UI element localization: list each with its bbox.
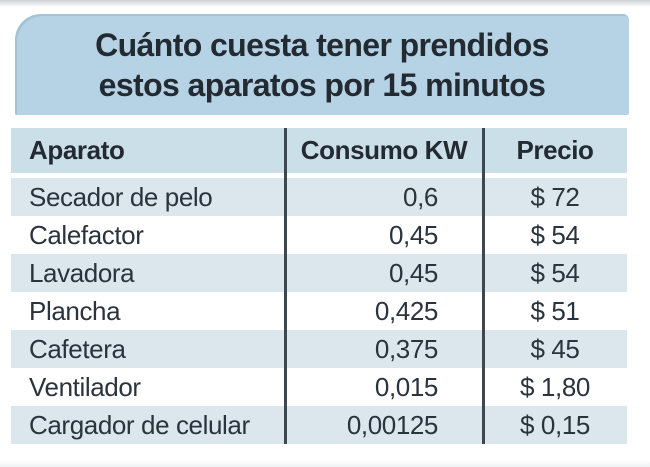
cell-aparato: Plancha [29, 295, 121, 326]
cell-consumo: 0,015 [374, 371, 438, 402]
title-line-2: estos aparatos por 15 minutos [98, 66, 546, 103]
table-row: Plancha 0,425 $ 51 [11, 292, 627, 330]
table-row: Cafetera 0,375 $ 45 [11, 330, 627, 368]
header-consumo-kw: Consumo KW [300, 135, 468, 165]
cell-aparato: Secador de pelo [29, 181, 213, 212]
column-divider-2 [482, 128, 485, 444]
cell-aparato: Calefactor [29, 219, 144, 250]
cell-aparato: Ventilador [29, 371, 141, 402]
cell-precio: $ 51 [530, 295, 580, 326]
cell-consumo: 0,45 [388, 219, 438, 250]
cell-consumo: 0,45 [388, 257, 438, 288]
cell-aparato: Cafetera [29, 333, 126, 364]
cell-consumo: 0,6 [403, 181, 438, 212]
cell-aparato: Cargador de celular [29, 409, 250, 440]
cell-consumo: 0,00125 [346, 409, 439, 440]
title-line-1: Cuánto cuesta tener prendidos [95, 26, 549, 63]
cell-precio: $ 0,15 [520, 409, 590, 440]
header-precio: Precio [516, 135, 594, 165]
table-row: Cargador de celular 0,00125 $ 0,15 [11, 406, 627, 444]
cell-consumo: 0,425 [374, 295, 438, 326]
table-row: Ventilador 0,015 $ 1,80 [11, 368, 627, 406]
table-row: Calefactor 0,45 $ 54 [11, 216, 627, 254]
bottom-edge-strip [0, 460, 650, 467]
table-row: Secador de pelo 0,6 $ 72 [11, 178, 627, 216]
title-banner: Cuánto cuesta tener prendidos estos apar… [15, 14, 629, 115]
cell-precio: $ 54 [530, 219, 580, 250]
cell-precio: $ 45 [530, 333, 580, 364]
cell-aparato: Lavadora [29, 257, 135, 288]
cell-precio: $ 72 [530, 181, 580, 212]
top-edge-strip [0, 0, 650, 7]
cell-precio: $ 1,80 [520, 371, 590, 402]
table-body: Secador de pelo 0,6 $ 72 Calefactor 0,45… [11, 178, 627, 444]
cell-precio: $ 54 [530, 257, 580, 288]
header-aparato: Aparato [29, 135, 125, 165]
cell-consumo: 0,375 [374, 333, 438, 364]
table-row: Lavadora 0,45 $ 54 [11, 254, 627, 292]
table-header-row: Aparato Consumo KW Precio [11, 128, 627, 173]
column-divider-1 [284, 128, 287, 444]
